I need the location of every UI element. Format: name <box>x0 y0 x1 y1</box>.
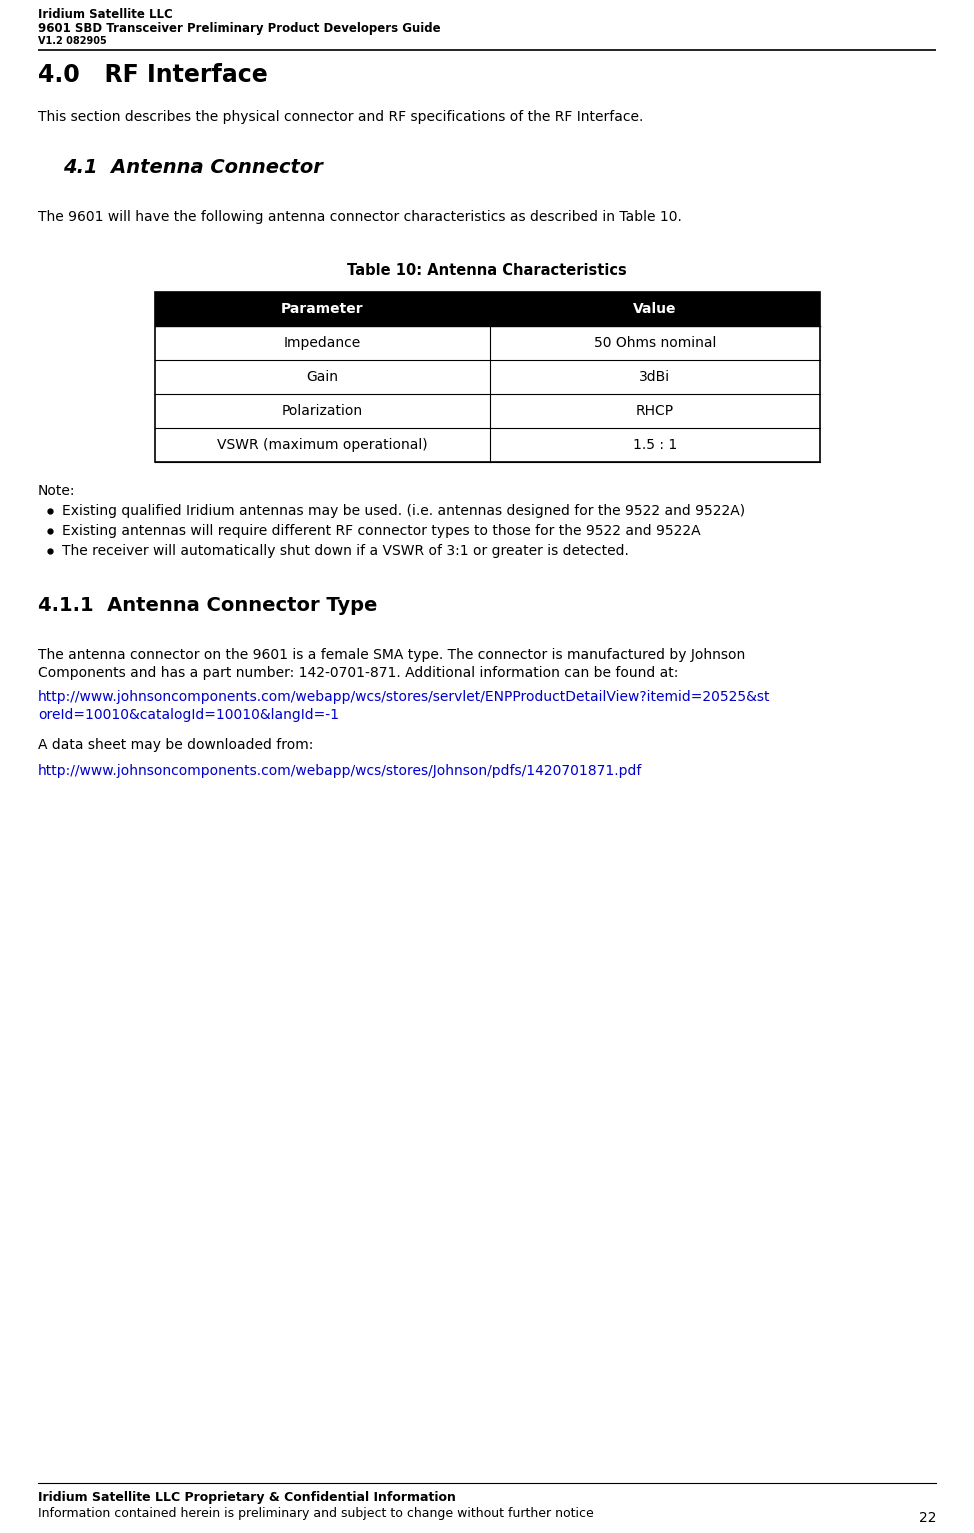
Text: 3dBi: 3dBi <box>640 369 670 383</box>
Bar <box>155 360 820 394</box>
Text: 22: 22 <box>918 1512 936 1525</box>
Text: Table 10: Antenna Characteristics: Table 10: Antenna Characteristics <box>347 264 627 277</box>
Text: Gain: Gain <box>307 369 339 383</box>
Text: 4.1  Antenna Connector: 4.1 Antenna Connector <box>63 158 322 176</box>
Text: Impedance: Impedance <box>283 336 361 350</box>
Text: 50 Ohms nominal: 50 Ohms nominal <box>594 336 716 350</box>
Text: oreId=10010&catalogId=10010&langId=-1: oreId=10010&catalogId=10010&langId=-1 <box>38 708 339 722</box>
Bar <box>155 428 820 461</box>
Text: The antenna connector on the 9601 is a female SMA type. The connector is manufac: The antenna connector on the 9601 is a f… <box>38 648 745 662</box>
Text: Note:: Note: <box>38 484 76 498</box>
Text: The receiver will automatically shut down if a VSWR of 3:1 or greater is detecte: The receiver will automatically shut dow… <box>62 544 629 558</box>
Text: 9601 SBD Transceiver Preliminary Product Developers Guide: 9601 SBD Transceiver Preliminary Product… <box>38 21 440 35</box>
Text: http://www.johnsoncomponents.com/webapp/wcs/stores/Johnson/pdfs/1420701871.pdf: http://www.johnsoncomponents.com/webapp/… <box>38 763 643 779</box>
Text: The 9601 will have the following antenna connector characteristics as described : The 9601 will have the following antenna… <box>38 210 682 224</box>
Text: Information contained herein is preliminary and subject to change without furthe: Information contained herein is prelimin… <box>38 1507 594 1521</box>
Bar <box>155 291 820 327</box>
Text: This section describes the physical connector and RF specifications of the RF In: This section describes the physical conn… <box>38 110 644 124</box>
Text: VSWR (maximum operational): VSWR (maximum operational) <box>217 438 428 452</box>
Text: Value: Value <box>633 302 677 316</box>
Text: 1.5 : 1: 1.5 : 1 <box>633 438 677 452</box>
Text: http://www.johnsoncomponents.com/webapp/wcs/stores/servlet/ENPProductDetailView?: http://www.johnsoncomponents.com/webapp/… <box>38 690 770 704</box>
Text: V1.2 082905: V1.2 082905 <box>38 35 107 46</box>
Text: Polarization: Polarization <box>281 405 363 419</box>
Text: Iridium Satellite LLC Proprietary & Confidential Information: Iridium Satellite LLC Proprietary & Conf… <box>38 1492 456 1504</box>
Text: Parameter: Parameter <box>281 302 364 316</box>
Text: Existing qualified Iridium antennas may be used. (i.e. antennas designed for the: Existing qualified Iridium antennas may … <box>62 504 745 518</box>
Text: 4.1.1  Antenna Connector Type: 4.1.1 Antenna Connector Type <box>38 596 377 615</box>
Text: RHCP: RHCP <box>636 405 674 419</box>
Text: Iridium Satellite LLC: Iridium Satellite LLC <box>38 8 172 21</box>
Text: 4.0   RF Interface: 4.0 RF Interface <box>38 63 268 87</box>
Text: Components and has a part number: 142-0701-871. Additional information can be fo: Components and has a part number: 142-07… <box>38 665 678 681</box>
Bar <box>155 327 820 360</box>
Text: Existing antennas will require different RF connector types to those for the 952: Existing antennas will require different… <box>62 524 700 538</box>
Bar <box>155 291 820 461</box>
Text: A data sheet may be downloaded from:: A data sheet may be downloaded from: <box>38 737 314 753</box>
Bar <box>155 394 820 428</box>
